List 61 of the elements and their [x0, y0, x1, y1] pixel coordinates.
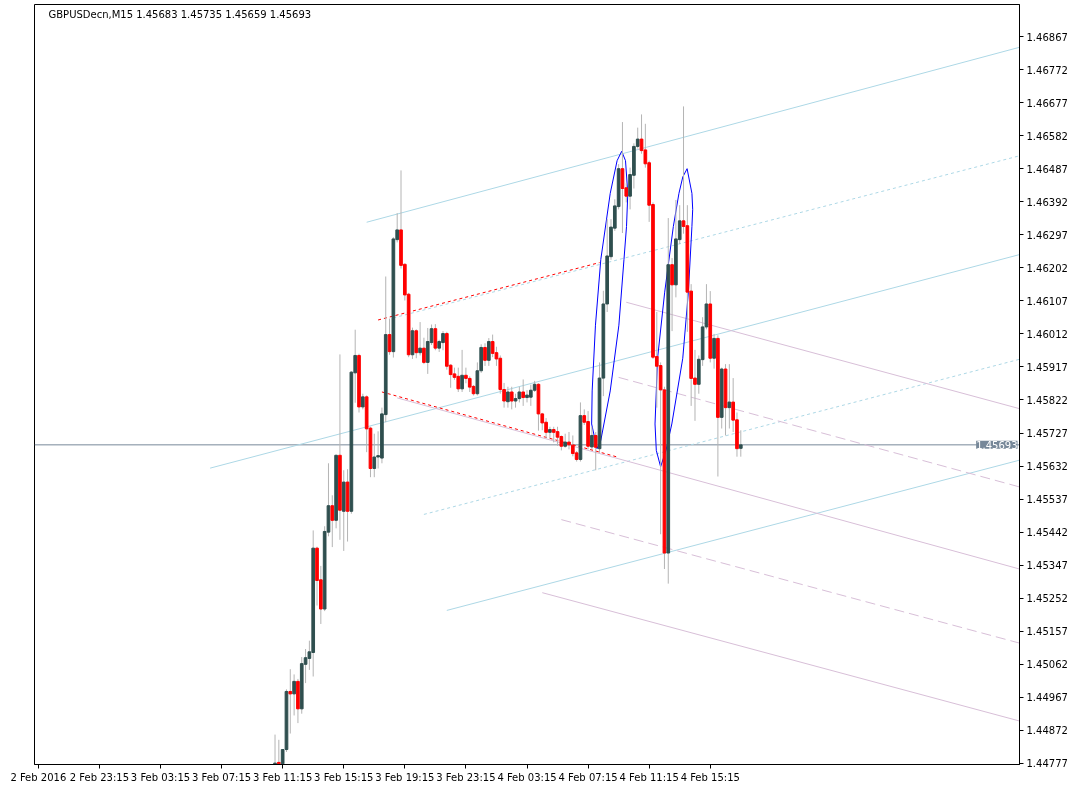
candlestick	[506, 386, 510, 409]
x-tick-label: 3 Feb 11:15	[253, 771, 313, 783]
y-tick-label: 1.45917	[1026, 361, 1068, 373]
x-tick-label: 3 Feb 19:15	[375, 771, 435, 783]
candlestick	[738, 429, 743, 458]
y-tick-label: 1.45632	[1026, 461, 1068, 473]
candlestick	[509, 386, 514, 410]
y-tick-label: 1.46772	[1026, 64, 1068, 76]
y-tick-label: 1.45822	[1026, 394, 1068, 406]
y-tick-label: 1.44872	[1026, 725, 1068, 737]
chart-title: GBPUSDecn,M15 1.45683 1.45735 1.45659 1.45693	[48, 8, 312, 20]
y-tick-label: 1.46867	[1026, 31, 1068, 43]
x-tick-label: 3 Feb 15:15	[314, 771, 374, 783]
x-tick-label: 3 Feb 07:15	[191, 771, 252, 783]
candlestick	[544, 417, 548, 439]
y-tick-label: 1.45252	[1026, 593, 1068, 605]
y-tick-label: 1.46677	[1026, 97, 1068, 109]
candlestick	[330, 494, 335, 548]
y-tick-label: 1.45062	[1026, 659, 1068, 671]
y-tick-label: 1.46297	[1026, 229, 1068, 241]
y-tick-label: 1.45442	[1026, 527, 1068, 539]
candlestick	[441, 330, 445, 351]
candlestick	[525, 389, 529, 403]
candlestick	[460, 349, 464, 393]
candlestick	[548, 426, 552, 439]
y-tick-label: 1.45727	[1026, 428, 1068, 440]
candlestick	[418, 321, 422, 356]
candlestick	[410, 327, 415, 360]
y-tick-label: 1.44777	[1026, 758, 1068, 770]
candlestick	[483, 342, 487, 367]
y-tick-label: 1.44967	[1026, 692, 1068, 704]
y-tick-label: 1.45157	[1026, 626, 1068, 638]
y-tick-label: 1.46582	[1026, 130, 1068, 142]
y-tick-label: 1.46012	[1026, 328, 1068, 340]
candlestick	[521, 378, 526, 407]
y-tick-label: 1.46107	[1026, 295, 1068, 307]
candlestick	[372, 433, 377, 478]
x-tick-label: 4 Feb 11:15	[619, 771, 679, 783]
y-tick-label: 1.46392	[1026, 196, 1068, 208]
candlestick	[528, 384, 533, 407]
y-tick-label: 1.45347	[1026, 560, 1068, 572]
x-tick-label: 2 Feb 23:15	[69, 771, 130, 783]
y-tick-label: 1.46202	[1026, 262, 1068, 274]
x-tick-label: 4 Feb 15:15	[680, 771, 740, 783]
y-tick-label: 1.46487	[1026, 163, 1068, 175]
y-tick-label: 1.45537	[1026, 494, 1068, 506]
candlestick	[670, 257, 674, 332]
candlestick	[277, 739, 281, 765]
candlestick	[712, 333, 716, 370]
candlestick	[425, 327, 430, 375]
x-tick-label: 3 Feb 23:15	[436, 771, 496, 783]
x-tick-label: 3 Feb 03:15	[130, 771, 191, 783]
x-tick-label: 4 Feb 07:15	[558, 771, 618, 783]
x-tick-label: 2 Feb 2016	[10, 771, 67, 783]
candlestick	[456, 367, 461, 393]
candlestick	[288, 668, 293, 735]
x-tick-label: 4 Feb 03:15	[497, 771, 557, 783]
candlestick	[486, 337, 491, 367]
candlestick	[273, 734, 277, 765]
candlestick	[727, 363, 732, 429]
ref-line-label: 1.45693	[976, 439, 1018, 451]
